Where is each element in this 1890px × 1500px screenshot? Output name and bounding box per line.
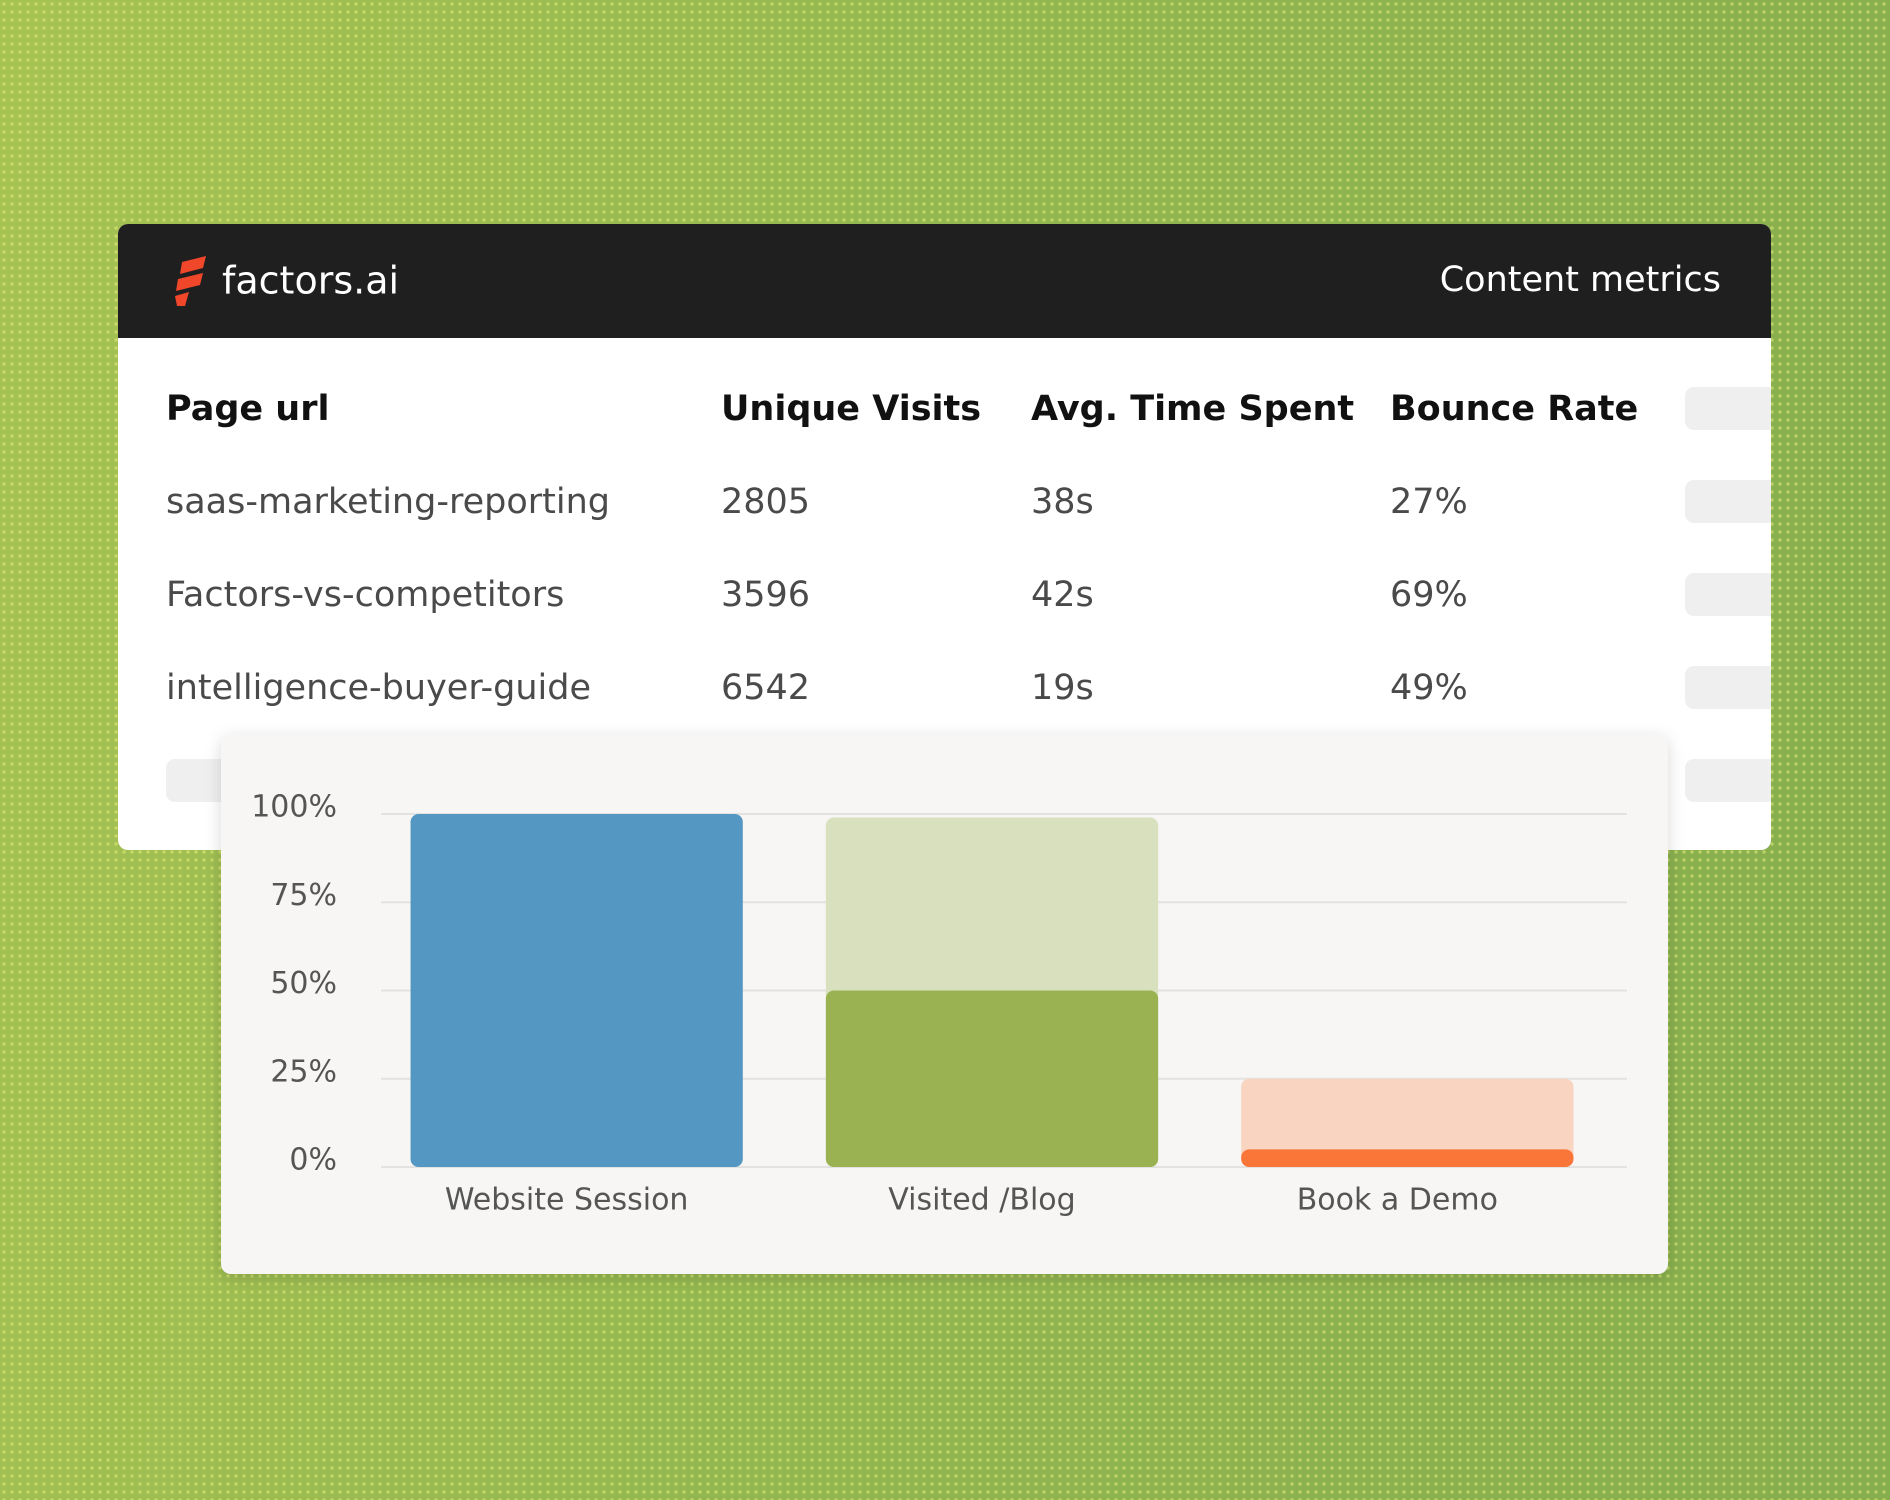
column-header: Unique Visits <box>721 389 981 429</box>
table-cell: 3596 <box>721 575 810 615</box>
bar <box>1241 1149 1574 1167</box>
y-tick-label: 50% <box>270 966 337 1001</box>
table-cell: saas-marketing-reporting <box>166 482 610 522</box>
table-cell: intelligence-buyer-guide <box>166 668 591 708</box>
brand: factors.ai <box>222 259 399 303</box>
placeholder <box>1685 666 1771 709</box>
column-header: Avg. Time Spent <box>1031 389 1354 429</box>
column-header: Page url <box>166 389 329 429</box>
header-title: Content metrics <box>1440 260 1721 300</box>
placeholder <box>1685 387 1771 430</box>
logo <box>175 256 206 306</box>
bar <box>825 990 1159 1167</box>
column-header: Bounce Rate <box>1390 389 1638 429</box>
table-cell: 69% <box>1390 575 1468 615</box>
placeholder <box>1685 480 1771 523</box>
bar <box>1241 1078 1574 1167</box>
chart: 0% 25% 50% 75% 100% Website Session Visited /B… <box>251 790 1627 1218</box>
table: Page url Unique Visits Avg. Time Spent Boun… <box>166 389 1638 708</box>
table-cell: 2805 <box>721 482 810 522</box>
y-tick-label: 100% <box>251 790 337 825</box>
y-tick-label: 0% <box>289 1143 337 1178</box>
logo-mark <box>175 292 189 306</box>
table-cell: 19s <box>1031 668 1094 708</box>
y-tick-label: 75% <box>270 878 337 913</box>
header-bar <box>118 224 1771 338</box>
table-cell: 6542 <box>721 668 810 708</box>
y-tick-label: 25% <box>270 1054 337 1089</box>
table-cell: 49% <box>1390 668 1468 708</box>
table-cell: Factors-vs-competitors <box>166 575 564 615</box>
logo-mark <box>180 256 206 274</box>
logo-mark <box>176 273 203 291</box>
bar <box>410 814 743 1167</box>
x-tick-label: Book a Demo <box>1297 1183 1498 1218</box>
table-cell: 38s <box>1031 482 1094 522</box>
x-tick-label: Website Session <box>445 1183 689 1218</box>
x-tick-label: Visited /Blog <box>888 1183 1075 1218</box>
placeholder <box>1685 573 1771 616</box>
table-cell: 42s <box>1031 575 1094 615</box>
table-cell: 27% <box>1390 482 1468 522</box>
placeholder <box>1685 759 1771 802</box>
